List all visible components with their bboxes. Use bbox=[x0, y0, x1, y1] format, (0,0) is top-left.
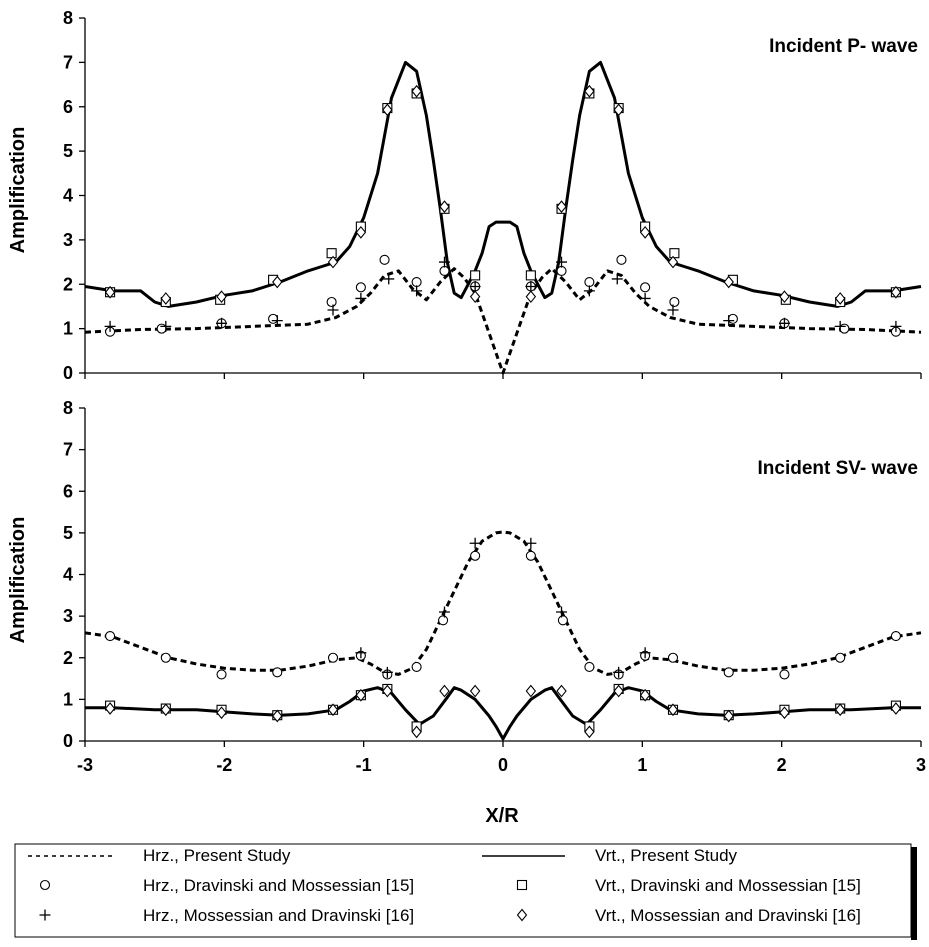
data-point-diamond bbox=[526, 686, 535, 697]
data-point-circle bbox=[157, 324, 166, 333]
y-tick-label: 0 bbox=[63, 363, 73, 383]
data-point-circle bbox=[585, 662, 594, 671]
x-tick-label: 2 bbox=[777, 755, 787, 775]
legend-label: Vrt., Present Study bbox=[595, 846, 738, 865]
y-tick-label: 7 bbox=[63, 440, 73, 460]
data-point-circle bbox=[728, 314, 737, 323]
data-point-circle bbox=[161, 653, 170, 662]
y-tick-label: 2 bbox=[63, 274, 73, 294]
panel-title: Incident SV- wave bbox=[758, 458, 919, 479]
legend: Hrz., Present Study Vrt., Present Study Hr… bbox=[15, 844, 917, 940]
data-point-circle bbox=[558, 616, 567, 625]
y-tick-label: 8 bbox=[63, 398, 73, 418]
data-point-circle bbox=[668, 653, 677, 662]
y-tick-label: 7 bbox=[63, 52, 73, 72]
y-tick-label: 3 bbox=[63, 606, 73, 626]
data-point-diamond bbox=[526, 291, 535, 302]
legend-label: Hrz., Mossessian and Dravinski [16] bbox=[143, 906, 414, 925]
y-tick-label: 1 bbox=[63, 319, 73, 339]
x-tick-label: 0 bbox=[498, 755, 508, 775]
y-tick-label: 3 bbox=[63, 230, 73, 250]
data-point-square bbox=[670, 249, 679, 258]
y-tick-label: 0 bbox=[63, 731, 73, 751]
x-axis-label: X/R bbox=[485, 805, 519, 827]
data-point-plus bbox=[355, 293, 366, 304]
legend-label: Hrz., Dravinski and Mossessian [15] bbox=[143, 876, 414, 895]
y-tick-label: 6 bbox=[63, 97, 73, 117]
y-tick-label: 5 bbox=[63, 523, 73, 543]
legend-label: Vrt., Dravinski and Mossessian [15] bbox=[595, 876, 861, 895]
x-tick-label: 3 bbox=[916, 755, 926, 775]
data-point-circle bbox=[724, 668, 733, 677]
x-tick-label: -1 bbox=[356, 755, 372, 775]
data-point-circle bbox=[526, 551, 535, 560]
data-point-plus bbox=[584, 285, 595, 296]
legend-symbol-circle bbox=[41, 881, 50, 890]
y-tick-label: 4 bbox=[63, 186, 73, 206]
data-point-circle bbox=[471, 551, 480, 560]
y-tick-label: 8 bbox=[63, 8, 73, 28]
series-line-hrz bbox=[85, 532, 921, 674]
data-point-circle bbox=[412, 662, 421, 671]
data-point-circle bbox=[641, 283, 650, 292]
data-point-plus bbox=[640, 293, 651, 304]
x-tick-label: 1 bbox=[637, 755, 647, 775]
data-point-diamond bbox=[471, 686, 480, 697]
panel-incident-p-wave: Incident P- wave Amplification 0 1 2 3 4 5 6 7 8 bbox=[7, 8, 921, 383]
y-tick-label: 6 bbox=[63, 481, 73, 501]
y-tick-label: 5 bbox=[63, 141, 73, 161]
data-point-plus bbox=[525, 538, 536, 549]
x-tick-label: -3 bbox=[77, 755, 93, 775]
data-point-circle bbox=[412, 278, 421, 287]
data-point-circle bbox=[356, 283, 365, 292]
y-axis-label: Amplification bbox=[7, 127, 29, 254]
data-point-square bbox=[327, 249, 336, 258]
legend-symbol-square bbox=[518, 881, 527, 890]
data-point-circle bbox=[329, 653, 338, 662]
series-line-hrz bbox=[85, 269, 921, 373]
data-point-plus bbox=[439, 606, 450, 617]
y-axis-label: Amplification bbox=[7, 517, 29, 644]
x-tick-label: -2 bbox=[216, 755, 232, 775]
data-point-circle bbox=[439, 616, 448, 625]
data-point-circle bbox=[840, 324, 849, 333]
data-point-circle bbox=[273, 668, 282, 677]
legend-label: Vrt., Mossessian and Dravinski [16] bbox=[595, 906, 861, 925]
data-point-circle bbox=[836, 653, 845, 662]
data-point-plus bbox=[470, 538, 481, 549]
data-point-circle bbox=[780, 670, 789, 679]
data-point-circle bbox=[327, 298, 336, 307]
data-point-plus bbox=[383, 273, 394, 284]
data-point-circle bbox=[557, 266, 566, 275]
panel-title: Incident P- wave bbox=[769, 36, 918, 57]
data-point-circle bbox=[585, 278, 594, 287]
y-tick-label: 2 bbox=[63, 648, 73, 668]
data-point-square bbox=[526, 271, 535, 280]
data-point-square bbox=[471, 271, 480, 280]
data-point-circle bbox=[670, 298, 679, 307]
y-tick-label: 4 bbox=[63, 565, 73, 585]
data-point-circle bbox=[891, 632, 900, 641]
y-tick-label: 1 bbox=[63, 689, 73, 709]
series-line-vrt bbox=[85, 688, 921, 739]
legend-label: Hrz., Present Study bbox=[143, 846, 291, 865]
data-point-plus bbox=[556, 606, 567, 617]
data-point-circle bbox=[217, 670, 226, 679]
series-line-vrt bbox=[85, 62, 921, 306]
legend-shadow bbox=[911, 847, 917, 940]
data-point-circle bbox=[269, 314, 278, 323]
data-point-circle bbox=[380, 255, 389, 264]
data-point-circle bbox=[617, 255, 626, 264]
data-point-circle bbox=[106, 632, 115, 641]
panel-incident-sv-wave: Incident SV- wave Amplification X/R 0 1 2 3… bbox=[7, 398, 926, 827]
data-point-circle bbox=[440, 266, 449, 275]
